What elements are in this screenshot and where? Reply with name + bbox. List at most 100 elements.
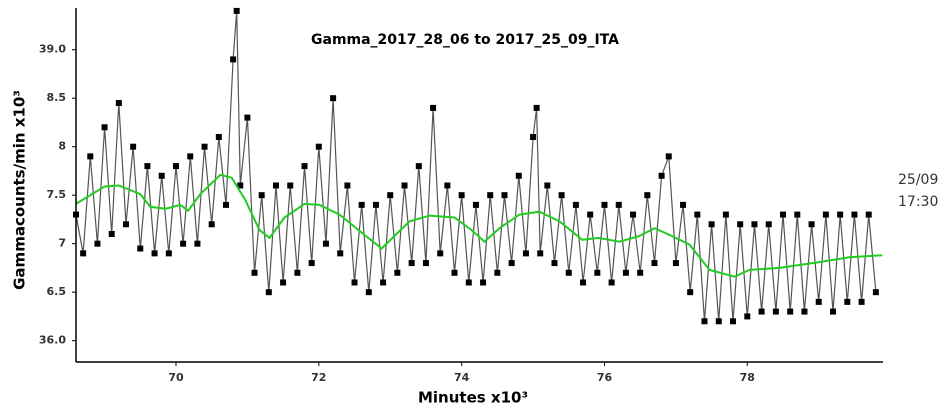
data-point [772,308,779,315]
data-point [672,260,679,267]
data-point [458,192,465,199]
data-point [430,104,437,111]
data-point [365,289,372,296]
data-point [844,298,851,305]
data-point [122,221,129,228]
data-point [137,245,144,252]
data-point [322,240,329,247]
data-point [858,298,865,305]
data-point [380,279,387,286]
y-tick-label: 8.5 [47,91,67,104]
annotation: 17:30 [898,194,938,210]
data-point [194,240,201,247]
data-point [280,279,287,286]
data-point [187,153,194,160]
data-point [601,201,608,208]
data-point [372,201,379,208]
data-point [472,201,479,208]
data-point [508,260,515,267]
data-point [330,95,337,102]
x-tick-label: 70 [168,371,184,384]
y-axis-label: Gammacounts/min x10³ [11,90,29,290]
data-point [251,269,258,276]
data-point [108,230,115,237]
data-point [758,308,765,315]
data-point [630,211,637,218]
data-point [622,269,629,276]
data-point [594,269,601,276]
plot-area [73,7,883,325]
data-point [408,260,415,267]
data-point [351,279,358,286]
data-point [708,221,715,228]
data-point [144,163,151,170]
data-point [737,221,744,228]
data-point [694,211,701,218]
data-point [837,211,844,218]
x-tick-label: 76 [597,371,613,384]
data-point [80,250,87,257]
data-point [422,260,429,267]
y-tick-label: 36.0 [39,334,66,347]
data-point [222,201,229,208]
data-point [665,153,672,160]
data-point [415,163,422,170]
x-axis-label: Minutes x10³ [418,389,528,407]
chart-title: Gamma_2017_28_06 to 2017_25_09_ITA [311,32,619,48]
data-point [208,221,215,228]
data-point [87,153,94,160]
data-point [308,260,315,267]
data-point [558,192,565,199]
data-point [644,192,651,199]
data-point [808,221,815,228]
data-point [801,308,808,315]
data-point [530,133,537,140]
data-point [815,298,822,305]
data-point [515,172,522,179]
data-point [287,182,294,189]
data-point [687,289,694,296]
data-point [822,211,829,218]
data-point [487,192,494,199]
data-point [637,269,644,276]
x-tick-label: 78 [740,371,755,384]
data-point [494,269,501,276]
data-point [258,192,265,199]
x-tick-label: 72 [311,371,326,384]
data-point [501,192,508,199]
data-point [444,182,451,189]
data-point [730,318,737,325]
data-point [680,201,687,208]
y-tick-label: 7.5 [47,188,67,201]
data-point [237,182,244,189]
data-point [115,100,122,107]
data-point [615,201,622,208]
data-point [401,182,408,189]
data-point [751,221,758,228]
data-point [130,143,137,150]
data-point [301,163,308,170]
data-point [565,269,572,276]
data-point [272,182,279,189]
data-point [658,172,665,179]
data-point [480,279,487,286]
data-point [744,313,751,320]
y-tick-label: 6.5 [47,285,67,298]
data-point [533,104,540,111]
data-point [215,133,222,140]
data-point [230,56,237,63]
data-point [465,279,472,286]
data-point [158,172,165,179]
data-point [608,279,615,286]
data-point [165,250,172,257]
data-point [337,250,344,257]
data-point [780,211,787,218]
data-point [572,201,579,208]
data-point [522,250,529,257]
connector [75,10,877,322]
data-point [344,182,351,189]
data-point [394,269,401,276]
data-point [172,163,179,170]
data-point [580,279,587,286]
